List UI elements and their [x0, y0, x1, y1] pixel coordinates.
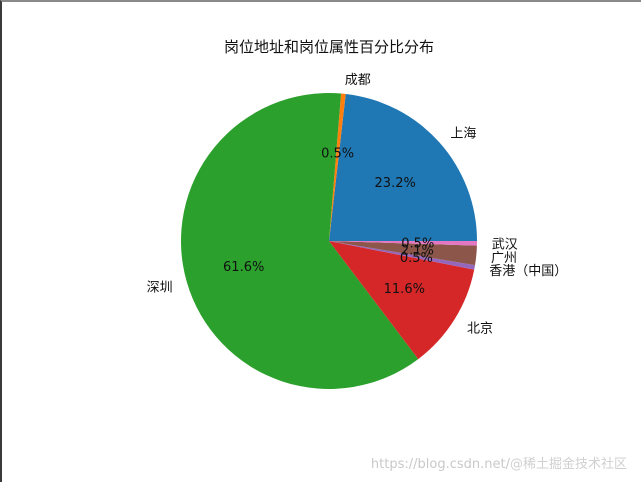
watermark: https://blog.csdn.net/@稀土掘金技术社区	[371, 453, 627, 472]
pie-slice	[329, 93, 346, 242]
watermark-brand: @稀土掘金技术社区	[509, 457, 627, 472]
pie-slice	[180, 92, 419, 389]
percent-label: 61.6%	[223, 260, 264, 275]
pie-slices	[180, 92, 478, 389]
watermark-url: https://blog.csdn.net/	[370, 457, 510, 472]
percent-label: 0.5%	[400, 251, 433, 266]
pie-slice	[329, 93, 477, 241]
percent-label: 0.5%	[321, 147, 354, 162]
pie-slice	[329, 241, 478, 246]
category-label: 上海	[450, 127, 476, 142]
category-label: 成都	[345, 73, 371, 88]
category-label: 武汉	[492, 238, 518, 253]
category-label: 深圳	[147, 280, 173, 295]
pie-slice	[329, 241, 475, 360]
pie-percent-labels: 23.2%0.5%61.6%11.6%0.5%2.1%0.5%	[223, 147, 434, 298]
percent-label: 11.6%	[384, 282, 425, 297]
chart-title: 岗位地址和岗位属性百分比分布	[224, 38, 434, 56]
percent-label: 0.5%	[401, 236, 434, 251]
percent-label: 23.2%	[375, 176, 416, 191]
category-label: 广州	[491, 251, 517, 266]
pie-slice	[329, 241, 477, 266]
percent-label: 2.1%	[401, 244, 434, 259]
pie-slice	[329, 241, 476, 270]
category-label: 北京	[467, 321, 493, 336]
category-label: 香港（中国）	[489, 264, 567, 279]
